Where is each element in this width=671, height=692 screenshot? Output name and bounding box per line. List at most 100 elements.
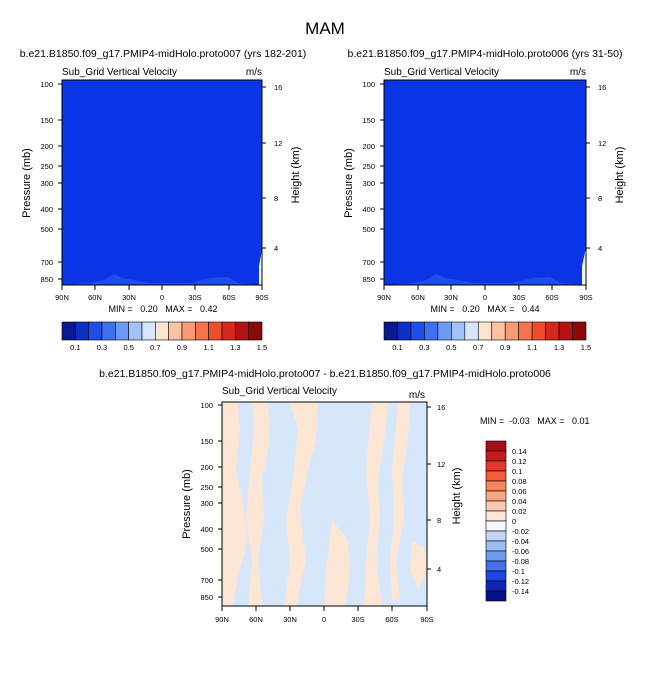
panel-1-title: b.e21.B1850.f09_g17.PMIP4-midHolo.proto0…	[20, 48, 307, 60]
y-tick: 250	[362, 162, 384, 171]
y-tick: 200	[200, 463, 222, 472]
panel-3-y-right-ticks: 16 12 8 4	[427, 403, 445, 574]
panel-1-x-ticks: 90N 60N 30N 0 30S 60S 90S	[55, 285, 269, 302]
colorbar-cell	[181, 321, 196, 341]
colorbar-cell	[485, 460, 507, 472]
colorbar-cell	[485, 570, 507, 582]
colorbar-cell	[128, 321, 143, 341]
svg-text:4: 4	[598, 244, 602, 253]
y-tick: 850	[200, 593, 222, 602]
svg-text:500: 500	[362, 225, 375, 234]
svg-text:60S: 60S	[545, 293, 558, 302]
svg-text:300: 300	[40, 179, 53, 188]
svg-text:700: 700	[362, 258, 375, 267]
colorbar-label: -0.06	[512, 547, 529, 556]
svg-text:850: 850	[362, 275, 375, 284]
panel-1-variable: Sub_Grid Vertical Velocity	[62, 67, 177, 78]
panel-3-x-ticks: 90N 60N 30N 0 30S 60S 90S	[215, 606, 434, 624]
colorbar-cell	[531, 321, 546, 341]
colorbar-cell	[101, 321, 116, 341]
svg-text:90N: 90N	[377, 293, 391, 302]
panel-1-stats: MIN = 0.20 MAX = 0.42	[108, 304, 217, 314]
svg-text:90S: 90S	[420, 615, 433, 624]
x-tick: 60S	[222, 285, 236, 302]
colorbar-label: 0.9	[177, 343, 187, 352]
svg-text:250: 250	[40, 162, 53, 171]
svg-text:400: 400	[362, 205, 375, 214]
x-tick: 0	[160, 285, 164, 302]
svg-text:250: 250	[362, 162, 375, 171]
colorbar-label: 0.7	[150, 343, 160, 352]
y-right-tick: 12	[586, 139, 606, 148]
colorbar-label: -0.02	[512, 527, 529, 536]
svg-text:200: 200	[40, 142, 53, 151]
y-tick: 250	[40, 162, 62, 171]
x-tick: 0	[483, 285, 487, 302]
colorbar-cell	[485, 500, 507, 512]
colorbar-cell	[141, 321, 156, 341]
colorbar-label: 1.5	[581, 343, 591, 352]
y-tick: 700	[40, 258, 62, 267]
y-right-tick: 12	[427, 460, 445, 469]
positive-region	[324, 520, 350, 606]
colorbar-cell	[485, 490, 507, 502]
panel-3: b.e21.B1850.f09_g17.PMIP4-midHolo.proto0…	[99, 368, 589, 624]
colorbar-cell	[485, 480, 507, 492]
x-tick: 90S	[420, 606, 434, 624]
panel-1-colorbar: 0.1 0.3 0.5 0.7 0.9 1.1 1.3 1.5	[61, 321, 267, 352]
panel-3-y-ticks: 100 150 200 250 300 400 500 700 850	[200, 401, 222, 602]
svg-text:16: 16	[437, 403, 445, 412]
svg-text:250: 250	[200, 483, 213, 492]
colorbar-label: 0.3	[419, 343, 429, 352]
colorbar-cell	[518, 321, 533, 341]
svg-text:100: 100	[362, 80, 375, 89]
svg-text:100: 100	[200, 401, 213, 410]
y-tick: 500	[362, 225, 384, 234]
colorbar-cell	[235, 321, 249, 341]
panel-2-surface-feature	[384, 274, 586, 285]
x-tick: 60N	[249, 606, 263, 624]
svg-text:100: 100	[40, 80, 53, 89]
colorbar-label: 1.3	[230, 343, 240, 352]
panel-1-surface-feature	[62, 274, 262, 285]
svg-text:12: 12	[598, 139, 606, 148]
panel-1-high-value-edge	[259, 250, 262, 285]
svg-text:200: 200	[362, 142, 375, 151]
svg-text:90N: 90N	[215, 615, 229, 624]
y-tick: 850	[362, 275, 384, 284]
svg-text:60S: 60S	[385, 615, 398, 624]
svg-text:0: 0	[160, 293, 164, 302]
panel-3-variable: Sub_Grid Vertical Velocity	[222, 386, 337, 397]
svg-text:400: 400	[40, 205, 53, 214]
panel-1-plot-field	[62, 80, 262, 285]
svg-text:12: 12	[437, 460, 445, 469]
colorbar-cell	[572, 321, 587, 341]
colorbar-label: 0.06	[512, 487, 527, 496]
svg-text:8: 8	[437, 516, 441, 525]
panel-2-units: m/s	[570, 67, 586, 78]
panel-2-x-ticks: 90N 60N 30N 0 30S 60S 90S	[377, 285, 593, 302]
y-tick: 150	[40, 116, 62, 125]
y-tick: 250	[200, 483, 222, 492]
y-tick: 300	[200, 499, 222, 508]
svg-text:0: 0	[483, 293, 487, 302]
panel-3-units: m/s	[409, 390, 425, 401]
panel-2-y-right-ticks: 16 12 8 4	[586, 83, 606, 253]
colorbar-label: 1.1	[527, 343, 537, 352]
colorbar-cell	[485, 580, 507, 592]
svg-text:700: 700	[40, 258, 53, 267]
positive-region	[222, 402, 248, 606]
colorbar-cell	[155, 321, 169, 341]
panel-2-high-value-edge	[582, 248, 586, 285]
svg-text:150: 150	[200, 437, 213, 446]
svg-text:150: 150	[362, 116, 375, 125]
x-tick: 90N	[377, 285, 391, 302]
colorbar-cell	[485, 510, 507, 522]
x-tick: 30S	[188, 285, 202, 302]
svg-text:700: 700	[200, 576, 213, 585]
panel-2-colorbar: 0.1 0.3 0.5 0.7 0.9 1.1 1.3 1.5	[383, 321, 591, 352]
y-tick: 100	[362, 80, 384, 89]
colorbar-label: 0.1	[70, 343, 80, 352]
colorbar-cell	[221, 321, 236, 341]
